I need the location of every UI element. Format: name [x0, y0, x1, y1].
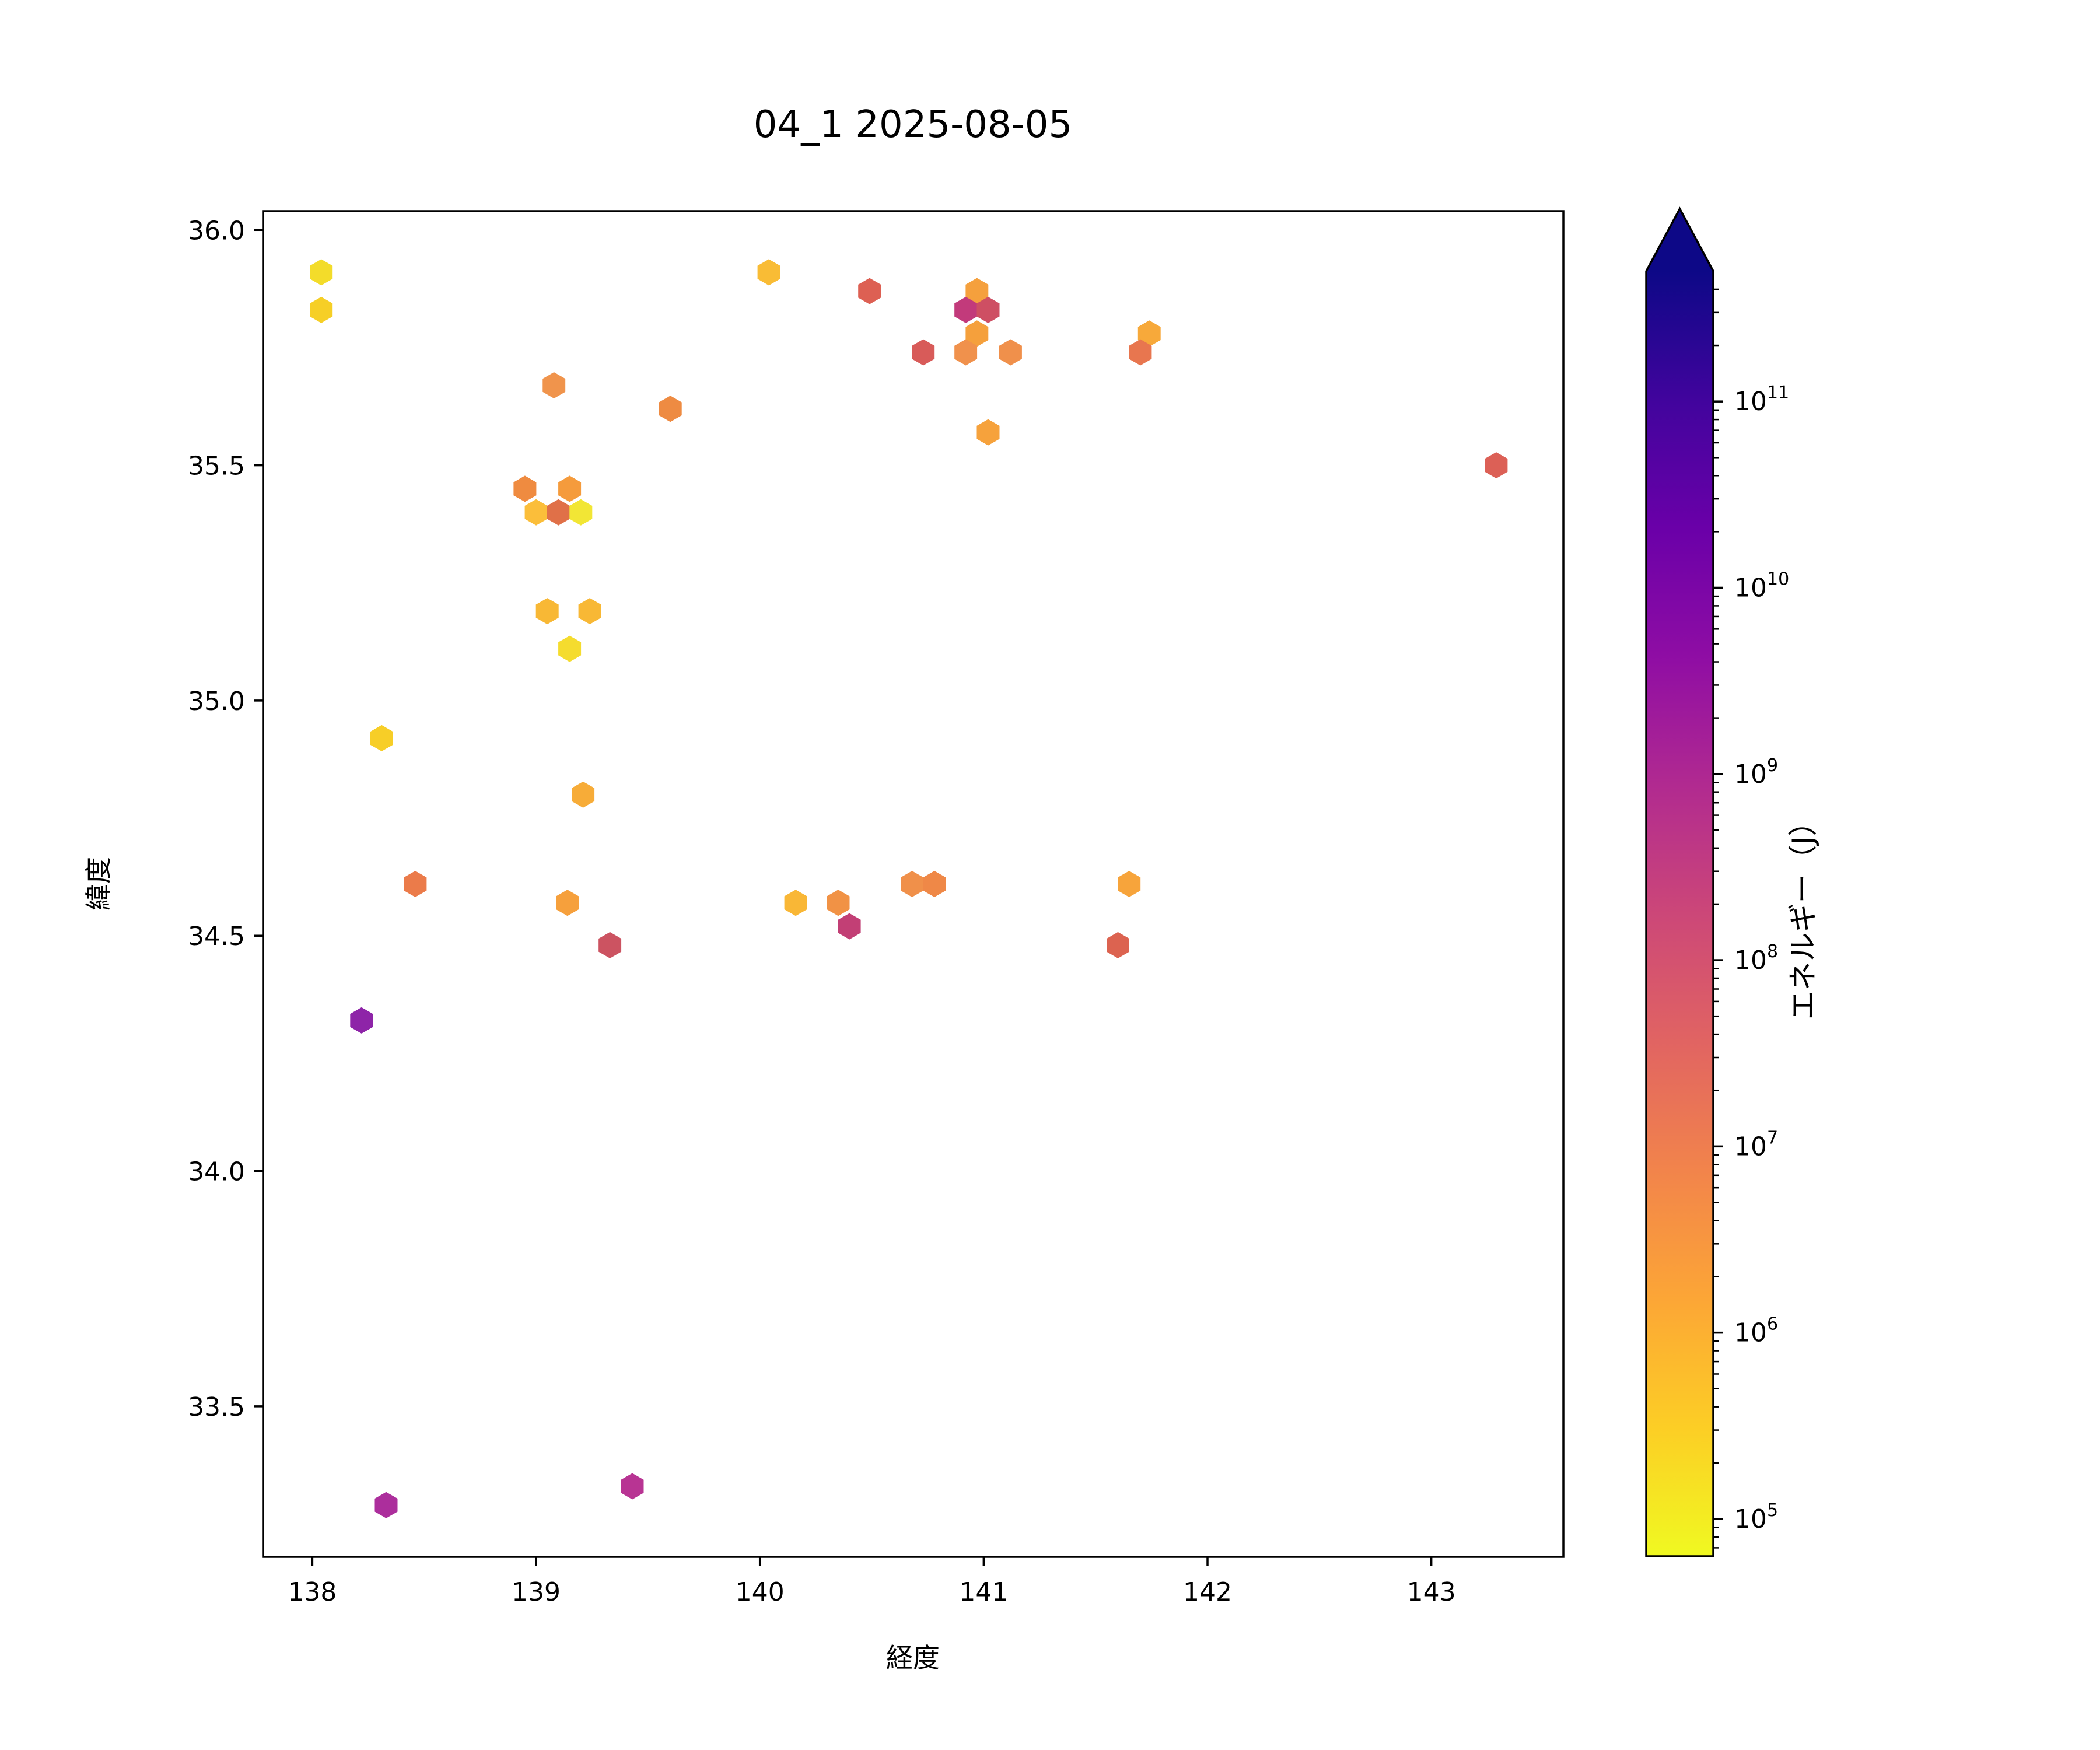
y-axis-ticks: 36.0 35.5 35.0 34.5 34.0 33.5 — [188, 216, 263, 1422]
hexbin-point — [350, 1007, 373, 1034]
hexbin-point — [1129, 339, 1152, 366]
hexbin-point — [542, 372, 566, 398]
hexbin-point — [598, 932, 622, 958]
y-tick-label: 34.0 — [188, 1157, 245, 1187]
hexbin-point — [621, 1473, 644, 1500]
colorbar: 105 106 107 108 109 1010 1011 エネルギー（J） — [1645, 206, 1820, 1558]
axes-frame — [262, 210, 1564, 1558]
x-tick-label: 140 — [736, 1577, 785, 1607]
hexbin-point — [1485, 452, 1508, 479]
hexbin-point — [572, 781, 595, 808]
hexbin-point — [912, 339, 935, 366]
y-axis-label: 緯度 — [83, 857, 114, 911]
colorbar-tick-label: 109 — [1734, 755, 1778, 789]
hexbin-point — [310, 296, 333, 323]
x-tick-label: 142 — [1183, 1577, 1232, 1607]
hexbin-point — [757, 259, 780, 286]
y-tick-label: 35.0 — [188, 687, 245, 716]
hexbin-point — [977, 419, 1000, 446]
hexbin-point — [558, 635, 582, 662]
hexbin-point — [578, 598, 601, 625]
hexbin-point — [659, 396, 682, 422]
hexbin-point — [1118, 871, 1141, 897]
hexbin-point — [954, 339, 978, 366]
colorbar-tick-label: 107 — [1734, 1128, 1778, 1161]
hexbin-point — [374, 1492, 398, 1518]
colorbar-label: エネルギー（J） — [1786, 807, 1820, 1020]
x-tick-label: 138 — [288, 1577, 337, 1607]
x-tick-label: 143 — [1407, 1577, 1456, 1607]
hexbin-point — [1107, 932, 1129, 958]
hexbin-point — [954, 296, 978, 323]
colorbar-tick-label: 106 — [1734, 1314, 1778, 1348]
hexbin-point — [558, 475, 582, 502]
colorbar-tick-label: 105 — [1734, 1500, 1778, 1534]
x-axis-label: 経度 — [886, 1642, 940, 1674]
hexbin-point — [827, 890, 850, 916]
y-tick-label: 34.5 — [188, 922, 245, 951]
hexbin-point — [404, 871, 427, 897]
x-tick-label: 141 — [959, 1577, 1008, 1607]
hexbin-point — [838, 913, 861, 940]
hexbin-point — [556, 890, 579, 916]
y-tick-label: 33.5 — [188, 1392, 245, 1422]
hexbin-point — [536, 598, 559, 625]
hexbin-points-layer — [310, 259, 1508, 1518]
colorbar-gradient-bar — [1645, 206, 1714, 1558]
hexbin-point — [310, 259, 333, 286]
hexbin-point — [569, 499, 593, 526]
hexbin-point — [901, 871, 924, 897]
colorbar-tick-label: 1010 — [1734, 569, 1789, 603]
hexbin-point — [999, 339, 1022, 366]
hexbin-point — [965, 278, 989, 304]
colorbar-tick-label: 108 — [1734, 942, 1778, 975]
colorbar-ticks: 105 106 107 108 109 1010 1011 — [1713, 288, 1789, 1549]
hexbin-point — [858, 278, 881, 304]
hexbin-point — [923, 871, 946, 897]
hexbin-point — [370, 724, 393, 751]
hexbin-point — [977, 296, 1000, 323]
x-tick-label: 139 — [512, 1577, 561, 1607]
x-axis-ticks: 138 139 140 141 142 143 — [288, 1557, 1456, 1607]
hexbin-point — [524, 499, 548, 526]
hexbin-point — [547, 499, 570, 526]
colorbar-tick-label: 1011 — [1734, 383, 1789, 416]
hexbin-point — [513, 475, 537, 502]
hexbin-point — [1138, 320, 1161, 347]
y-tick-label: 35.5 — [188, 452, 245, 481]
plot-title: 04_1 2025-08-05 — [754, 103, 1072, 146]
hexbin-point — [965, 320, 989, 347]
hexbin-point — [784, 890, 807, 916]
y-tick-label: 36.0 — [188, 216, 245, 246]
